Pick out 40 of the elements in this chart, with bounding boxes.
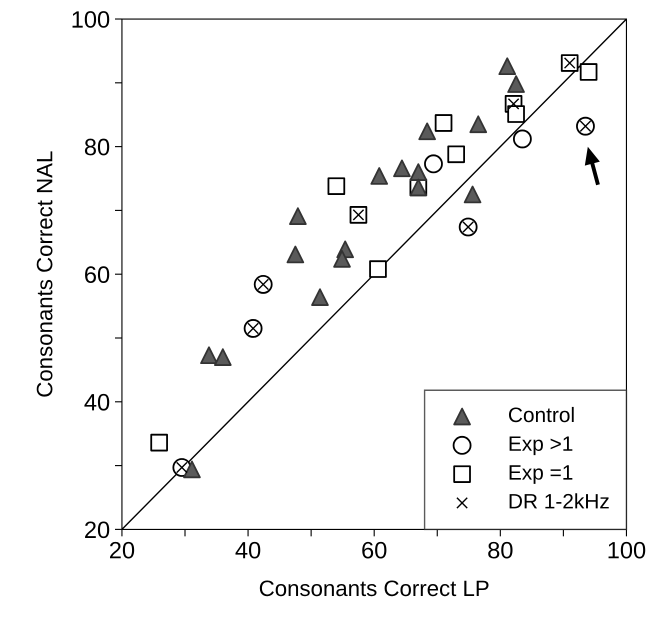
x-tick-label: 20 (110, 542, 134, 559)
point (464, 186, 482, 204)
point (418, 122, 436, 140)
x-tick-label: 100 (608, 542, 646, 559)
x-tick-label: 60 (362, 542, 386, 559)
point (286, 246, 304, 264)
point (289, 207, 307, 225)
point (469, 115, 488, 134)
point (507, 105, 525, 123)
point (200, 346, 218, 364)
point (214, 348, 232, 366)
point (498, 57, 516, 76)
x-tick-label: 80 (488, 542, 513, 559)
point (512, 130, 532, 148)
point (507, 75, 525, 93)
point (580, 63, 598, 81)
y-axis-title: Consonants Correct NAL (36, 151, 52, 397)
point (393, 159, 411, 178)
point (424, 154, 443, 174)
point (434, 114, 452, 132)
legend-label: Exp >1 (510, 436, 572, 456)
x-axis-title: Consonants Correct LP (260, 580, 489, 596)
legend-label: DR 1-2kHz (510, 493, 609, 508)
point (447, 145, 465, 164)
y-tick-label: 60 (85, 266, 110, 283)
point (328, 177, 346, 195)
y-tick-label: 40 (84, 394, 110, 411)
point (410, 163, 428, 181)
legend-label: Control (508, 406, 574, 422)
point (370, 167, 388, 185)
point (183, 460, 201, 478)
legend-label: Exp =1 (510, 465, 572, 484)
point (369, 260, 387, 278)
y-tick-label: 100 (72, 11, 110, 28)
point (150, 434, 168, 452)
point (311, 288, 329, 306)
y-tick-label: 80 (84, 138, 110, 156)
point (333, 250, 351, 268)
y-tick-label: 20 (85, 521, 110, 538)
x-tick-label: 40 (235, 542, 260, 559)
